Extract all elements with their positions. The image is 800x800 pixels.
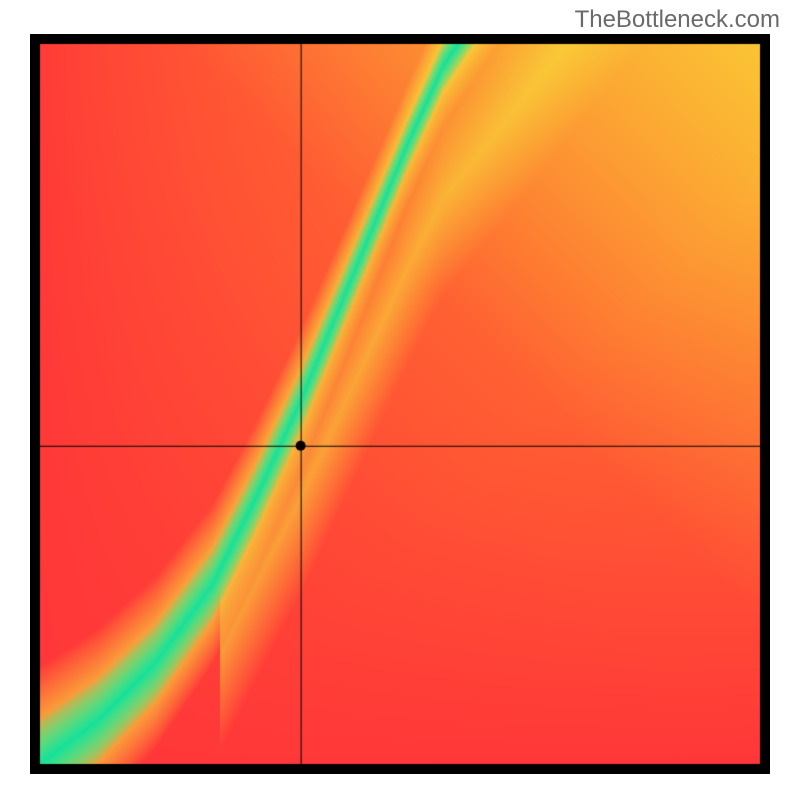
watermark-text: TheBottleneck.com: [575, 6, 780, 34]
root: TheBottleneck.com: [0, 0, 800, 800]
heatmap-plot: [30, 34, 770, 774]
heatmap-canvas: [30, 34, 770, 774]
